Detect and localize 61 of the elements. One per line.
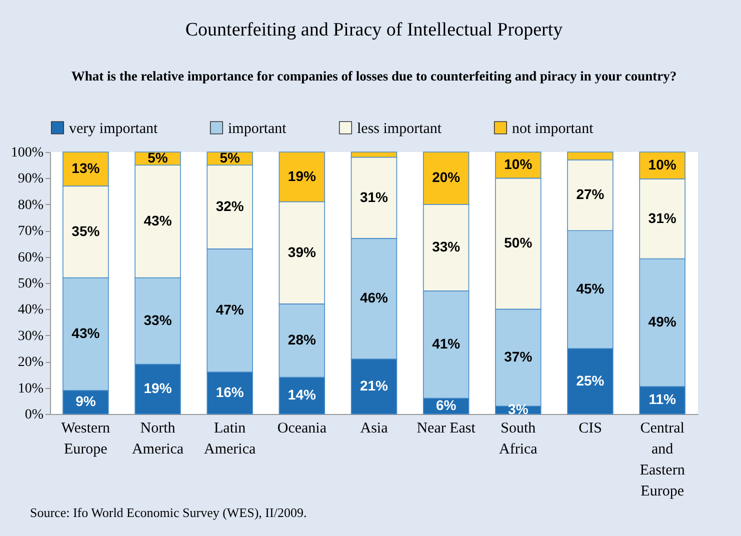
data-label: 41% <box>432 336 461 352</box>
data-label: 28% <box>288 332 316 348</box>
data-label: 3% <box>508 401 529 418</box>
data-label: 14% <box>288 386 316 403</box>
legend-label: very important <box>69 120 159 137</box>
y-tick-label: 90% <box>18 172 44 187</box>
x-tick-label: Latin America <box>204 420 256 458</box>
x-tick-label: North America <box>132 420 184 458</box>
data-label: 31% <box>360 188 389 205</box>
data-label: 19% <box>288 168 316 184</box>
x-tick-label: South Africa <box>499 420 538 458</box>
data-label: 13% <box>72 160 100 176</box>
data-label: 37% <box>504 348 533 365</box>
legend-label: not important <box>512 120 594 137</box>
x-tick-label: Asia <box>360 420 388 436</box>
x-tick-label: Oceania <box>277 420 327 436</box>
data-label: 47% <box>216 302 244 318</box>
data-label: 46% <box>360 290 389 306</box>
data-label: 43% <box>72 325 100 342</box>
data-label: 32% <box>216 198 244 214</box>
y-tick-label: 80% <box>18 198 44 213</box>
data-label: 21% <box>360 377 389 394</box>
data-label: 33% <box>144 312 172 328</box>
y-tick-label: 50% <box>18 276 44 292</box>
x-tick-label: Near East <box>416 420 476 436</box>
x-tick-label: Central and Eastern Europe <box>640 420 686 500</box>
data-label: 5% <box>148 150 168 166</box>
y-tick-label: 60% <box>18 250 44 266</box>
data-label: 25% <box>576 372 605 388</box>
x-tick-label: Western Europe <box>61 420 111 458</box>
y-tick-label: 40% <box>18 302 44 318</box>
data-label: 10% <box>504 156 533 172</box>
data-label: 45% <box>576 280 605 297</box>
source-note: Source: Ifo World Economic Survey (WES), II/2009. <box>30 505 307 521</box>
y-tick-label: 10% <box>18 381 44 396</box>
chart-subtitle: What is the relative importance for companies of losses due to counterfeiting and piracy in your country? <box>71 68 677 84</box>
y-tick-label: 30% <box>18 328 44 344</box>
data-label: 9% <box>76 393 96 410</box>
y-tick-label: 0% <box>24 408 44 422</box>
data-label: 50% <box>504 234 533 251</box>
data-label: 16% <box>216 384 244 400</box>
data-label: 39% <box>288 244 316 260</box>
data-label: 11% <box>648 391 676 408</box>
data-label: 19% <box>144 380 172 396</box>
data-label: 10% <box>648 156 677 172</box>
data-label: 27% <box>576 186 605 202</box>
data-label: 49% <box>648 314 677 330</box>
data-label: 43% <box>144 212 172 228</box>
legend-label: important <box>228 120 288 137</box>
data-label: 5% <box>220 150 241 166</box>
x-tick-label: CIS <box>578 420 602 436</box>
data-label: 6% <box>436 397 457 414</box>
data-label: 35% <box>72 222 100 239</box>
data-label: 20% <box>432 169 461 186</box>
y-tick-label: 100% <box>10 146 44 160</box>
data-label: 31% <box>648 210 677 226</box>
legend-label: less important <box>357 120 442 137</box>
y-tick-label: 70% <box>18 224 44 240</box>
data-label: 33% <box>432 238 461 255</box>
chart-title: Counterfeiting and Piracy of Intellectual Property <box>185 20 564 40</box>
y-tick-label: 20% <box>18 355 44 370</box>
